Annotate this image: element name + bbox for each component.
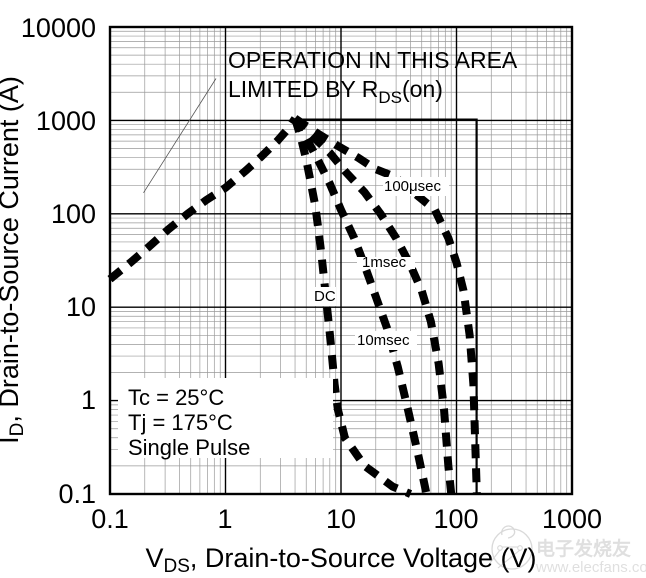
svg-text:1000: 1000 xyxy=(542,504,602,534)
svg-text:10msec: 10msec xyxy=(357,332,410,349)
svg-text:电子发烧友: 电子发烧友 xyxy=(536,537,631,560)
svg-text:1000: 1000 xyxy=(36,106,96,136)
svg-text:100: 100 xyxy=(433,504,478,534)
svg-text:10000: 10000 xyxy=(21,13,96,43)
svg-text:Single Pulse: Single Pulse xyxy=(128,435,250,460)
svg-text:100: 100 xyxy=(51,199,96,229)
svg-text:DC: DC xyxy=(314,288,336,305)
svg-text:1: 1 xyxy=(217,504,232,534)
svg-text:VDS, Drain-to-Source Voltage (: VDS, Drain-to-Source Voltage (V) xyxy=(145,543,536,577)
svg-text:100μsec: 100μsec xyxy=(384,178,442,195)
svg-text:OPERATION IN THIS AREA: OPERATION IN THIS AREA xyxy=(228,47,518,73)
svg-text:www.elecfans.com: www.elecfans.com xyxy=(535,559,646,576)
svg-text:10: 10 xyxy=(326,504,356,534)
svg-text:ID, Drain-to-Source Current (A: ID, Drain-to-Source Current (A) xyxy=(0,76,28,444)
svg-text:10: 10 xyxy=(66,292,96,322)
svg-text:Tj = 175°C: Tj = 175°C xyxy=(128,410,233,435)
svg-text:Tc = 25°C: Tc = 25°C xyxy=(128,385,224,410)
svg-text:1: 1 xyxy=(81,385,96,415)
svg-text:0.1: 0.1 xyxy=(91,504,129,534)
svg-text:1msec: 1msec xyxy=(362,254,407,271)
